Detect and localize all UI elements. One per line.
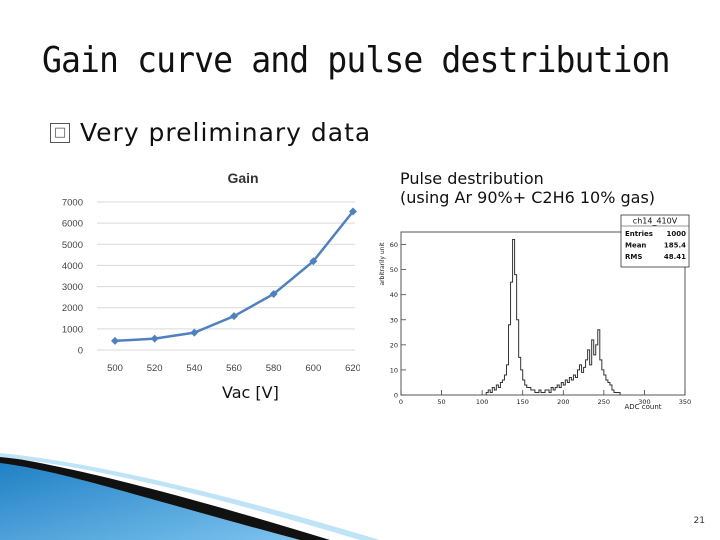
stats-row-label: Mean: [625, 242, 646, 250]
swoosh-light-band: [0, 453, 380, 540]
gain-x-tick-label: 500: [107, 363, 123, 374]
stats-row-value: 48.41: [664, 253, 686, 261]
stats-row-value: 185.4: [664, 242, 686, 250]
gain-chart-title: Gain: [227, 170, 258, 186]
gain-chart: Gain 0 1000 2000 3000 4000 5000 6000 7000 500 52…: [62, 170, 360, 374]
histogram-x-tick-label: 350: [679, 398, 691, 406]
histogram-y-tick-label: 20: [390, 341, 398, 349]
histogram-x-tick-label: 150: [517, 398, 529, 406]
histogram-x-tick-label: 100: [476, 398, 488, 406]
gain-series-line: [114, 210, 354, 343]
gain-x-tick-label: 580: [266, 363, 282, 374]
histogram-y-tick-label: 60: [390, 241, 398, 249]
gain-data-point: [349, 207, 357, 216]
gain-y-tick-label: 1000: [62, 324, 83, 335]
gain-x-ticks: 500 520 540 560 580 600 620: [107, 363, 360, 374]
gain-x-tick-label: 520: [147, 363, 163, 374]
pulse-caption-line1: Pulse destribution: [400, 169, 544, 188]
stats-row-label: RMS: [625, 253, 642, 261]
gain-data-point: [150, 334, 159, 343]
stats-row-value: 1000: [667, 230, 687, 238]
gain-data-point: [309, 257, 318, 266]
gain-data-point: [111, 336, 119, 345]
histogram-x-tick-label: 50: [437, 398, 445, 406]
stats-box-name: ch14_410V: [633, 217, 678, 226]
gain-x-tick-label: 540: [186, 363, 202, 374]
bullet-item: □ Very preliminary data: [50, 118, 371, 147]
gain-y-tick-label: 2000: [62, 303, 83, 314]
histogram-x-tick-label: 250: [598, 398, 610, 406]
histogram-x-label: ADC count: [624, 403, 661, 411]
stats-box-rows: Entries 1000 Mean 185.4 RMS 48.41: [625, 230, 686, 261]
gain-y-tick-label: 0: [78, 346, 83, 357]
page-number: 21: [693, 516, 705, 526]
gain-y-ticks: 0 1000 2000 3000 4000 5000 6000 7000: [62, 198, 83, 357]
stats-row-label: Entries: [625, 230, 653, 238]
gain-data-point: [190, 328, 199, 337]
histogram-y-tick-label: 40: [390, 291, 398, 299]
gain-y-tick-label: 7000: [62, 198, 83, 209]
histogram-y-tick-label: 50: [390, 266, 398, 274]
histogram-series: [485, 239, 621, 395]
gain-data-point: [230, 312, 238, 321]
gain-points: [111, 207, 357, 345]
pulse-caption-line2: (using Ar 90%+ C2H6 10% gas): [400, 188, 656, 207]
gain-y-tick-label: 4000: [62, 261, 83, 272]
x-axis-label: Vac [V]: [222, 383, 279, 402]
gain-x-tick-label: 560: [226, 363, 242, 374]
bullet-text: Very preliminary data: [80, 118, 372, 147]
swoosh-blue-band: [0, 460, 300, 540]
gain-y-tick-label: 5000: [62, 240, 83, 251]
gain-x-tick-label: 600: [305, 363, 321, 374]
histogram-x-tick-label: 200: [557, 398, 569, 406]
histogram-y-tick-label: 0: [394, 392, 398, 400]
pulse-caption: Pulse destribution (using Ar 90%+ C2H6 1…: [400, 169, 655, 207]
gain-data-point: [269, 289, 278, 298]
histogram-y-tick-label: 30: [390, 316, 398, 324]
histogram-x-ticks: 0 50 100 150 200 250 300 350: [399, 390, 691, 406]
histogram-y-label: arbitrarily unit: [379, 242, 386, 286]
stats-box: ch14_410V Entries 1000 Mean 185.4 RMS 48.41: [620, 214, 690, 268]
ballot-box-icon: □: [50, 122, 70, 143]
histogram-x-tick-label: 0: [399, 398, 403, 406]
histogram-x-tick-label: 300: [638, 398, 650, 406]
stats-box-frame: [620, 214, 690, 268]
histogram-y-ticks: 0 10 20 30 40 50 60: [390, 241, 406, 400]
slide-title: Gain curve and pulse destribution: [42, 40, 671, 81]
histogram-y-tick-label: 10: [390, 366, 398, 374]
gain-x-tick-label: 620: [345, 363, 360, 374]
gain-y-tick-label: 3000: [62, 282, 83, 293]
gain-gridlines: [97, 201, 355, 351]
gain-y-tick-label: 6000: [62, 219, 83, 230]
pulse-histogram: arbitrarily unit 0 10 20 30 40 50 60 0 50 100 150…: [379, 214, 691, 411]
swoosh-black-band: [0, 456, 330, 540]
